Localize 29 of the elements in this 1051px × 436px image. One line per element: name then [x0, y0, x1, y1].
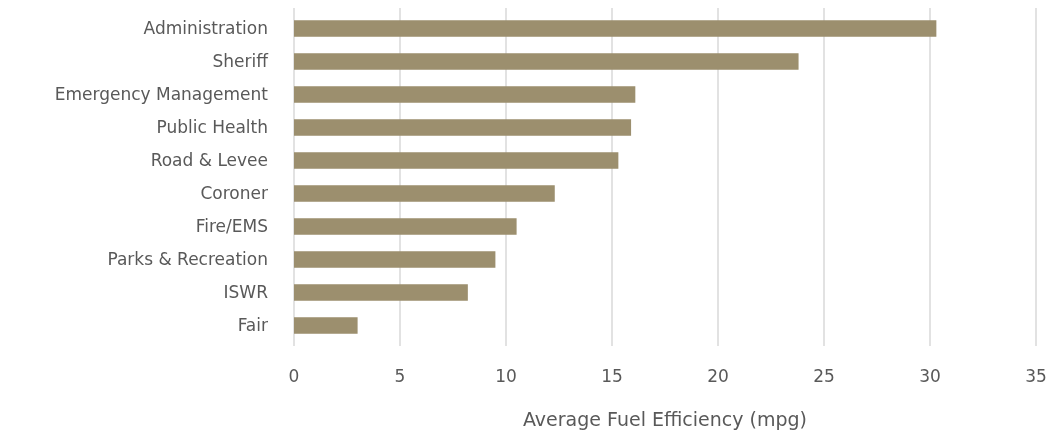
y-tick-label: Administration	[143, 18, 268, 39]
y-tick-label: Road & Levee	[150, 150, 268, 171]
bar	[294, 53, 799, 70]
y-tick-label: Parks & Recreation	[107, 249, 268, 270]
y-tick-label: Coroner	[200, 183, 269, 204]
bar	[294, 119, 632, 136]
bar	[294, 86, 636, 103]
bar	[294, 251, 496, 268]
y-tick-label: Sheriff	[212, 51, 270, 72]
y-tick-label: ISWR	[223, 282, 269, 303]
bar	[294, 152, 619, 169]
y-tick-label: Emergency Management	[54, 84, 269, 105]
bar	[294, 317, 358, 334]
bar	[294, 284, 468, 301]
x-axis-title: Average Fuel Efficiency (mpg)	[522, 408, 808, 430]
x-tick-label: 30	[919, 366, 941, 386]
x-tick-label: 20	[707, 366, 729, 386]
bar	[294, 20, 937, 37]
bar	[294, 218, 517, 235]
y-tick-label: Public Health	[156, 117, 268, 138]
x-tick-label: 15	[601, 366, 623, 386]
x-tick-label: 10	[495, 366, 517, 386]
x-tick-label: 5	[394, 366, 406, 386]
y-tick-label: Fire/EMS	[195, 216, 268, 237]
x-tick-label: 25	[813, 366, 835, 386]
x-tick-label: 0	[288, 366, 300, 386]
y-tick-label: Fair	[237, 315, 268, 336]
x-tick-label: 35	[1025, 366, 1047, 386]
bar	[294, 185, 555, 202]
